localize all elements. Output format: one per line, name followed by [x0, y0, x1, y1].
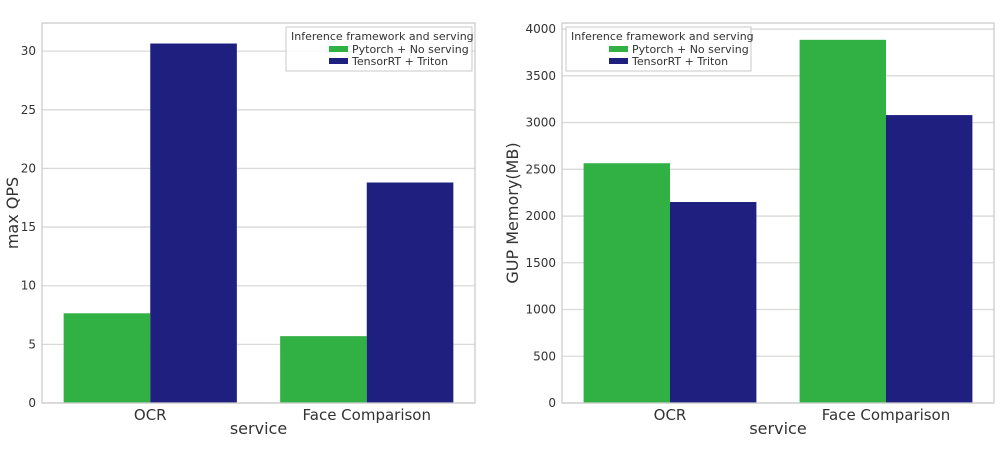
legend-swatch: [329, 46, 348, 52]
y-tick-label: 20: [21, 161, 36, 175]
x-tick-label: Face Comparison: [822, 406, 951, 424]
bar-ocr-series-1: [63, 313, 151, 403]
y-tick-label: 2000: [525, 209, 556, 223]
y-tick-label: 25: [21, 103, 36, 117]
legend-label: Pytorch + No serving: [632, 43, 749, 56]
legend-label: Pytorch + No serving: [352, 43, 469, 56]
y-tick-label: 2500: [525, 162, 556, 176]
legend-label: TensorRT + Triton: [351, 55, 448, 68]
plot-frame: [561, 22, 995, 404]
legend-box: [565, 26, 752, 72]
bar-face-comparison-series-2: [366, 182, 454, 403]
legend-box: [285, 26, 473, 72]
y-tick-label: 1000: [525, 303, 556, 317]
legend-label: TensorRT + Triton: [631, 55, 728, 68]
chart-1: 0 5 10 15 20 25 30 OCR Face Comparison service max…: [3, 22, 476, 438]
y-tick-label: 1500: [525, 256, 556, 270]
chart-2: 0 500 1000 1500 2000 2500 3000 3500 4000 OCR Face …: [503, 22, 995, 438]
y-tick-label: 3000: [525, 116, 556, 130]
x-axis-label: service: [749, 419, 806, 438]
bar-ocr-series-2: [150, 43, 237, 404]
y-tick-label: 4000: [525, 22, 556, 36]
bar-ocr-series-2: [670, 202, 757, 403]
bar-face-comparison-series-1: [799, 39, 886, 403]
y-tick-label: 30: [21, 44, 36, 58]
bar-ocr-series-1: [583, 163, 670, 403]
y-tick-label: 5: [28, 337, 36, 351]
plot-frame: [41, 22, 476, 404]
legend-swatch: [609, 46, 628, 52]
y-tick-label: 3500: [525, 69, 556, 83]
legend-title: Inference framework and serving: [571, 30, 754, 43]
y-tick-label: 0: [28, 396, 36, 410]
x-axis-label: service: [230, 419, 287, 438]
y-tick-label: 10: [21, 279, 36, 293]
y-axis-label: max QPS: [3, 177, 22, 249]
legend-swatch: [329, 58, 348, 64]
x-tick-label: OCR: [654, 406, 687, 424]
y-tick-label: 0: [548, 396, 556, 410]
legend-swatch: [609, 58, 628, 64]
x-tick-label: Face Comparison: [303, 406, 432, 424]
y-tick-label: 15: [21, 220, 36, 234]
y-axis-label: GUP Memory(MB): [503, 142, 522, 283]
y-tick-label: 500: [533, 349, 556, 363]
bar-face-comparison-series-2: [886, 115, 973, 403]
bar-face-comparison-series-1: [280, 336, 367, 403]
x-tick-label: OCR: [134, 406, 167, 424]
legend-title: Inference framework and serving: [291, 30, 474, 43]
